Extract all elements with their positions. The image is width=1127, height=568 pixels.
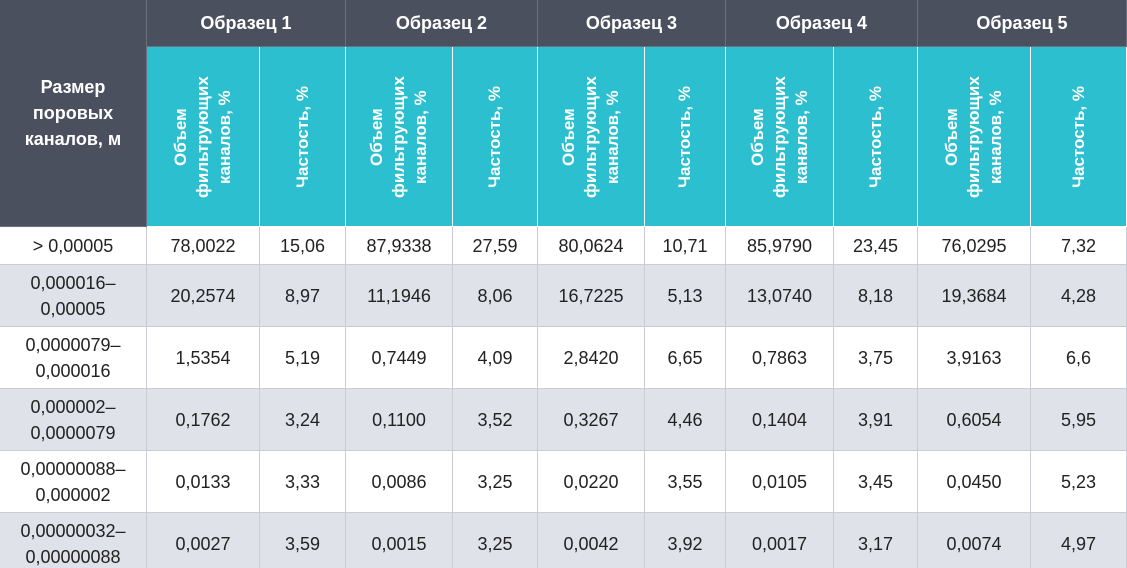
column-header-text: Объем фильтрующих каналов, % — [367, 75, 430, 198]
table-cell: 0,0133 — [147, 451, 260, 513]
column-header-text: Объем фильтрующих каналов, % — [559, 75, 622, 198]
row-label: 0,0000079–0,000016 — [0, 327, 147, 389]
column-header: Частость, % — [1031, 47, 1127, 227]
table-cell: 2,8420 — [538, 327, 645, 389]
row-label: 0,00000088–0,000002 — [0, 451, 147, 513]
column-header-text: Частость, % — [292, 85, 312, 188]
table-cell: 0,3267 — [538, 389, 645, 451]
table-cell: 4,46 — [645, 389, 726, 451]
column-header: Объем фильтрующих каналов, % — [726, 47, 834, 227]
table-cell: 3,33 — [260, 451, 346, 513]
column-header-text: Частость, % — [675, 85, 694, 188]
table-cell: 3,17 — [834, 513, 918, 568]
table-cell: 27,59 — [453, 227, 538, 265]
table-cell: 0,1404 — [726, 389, 834, 451]
table-cell: 3,55 — [645, 451, 726, 513]
table-cell: 3,92 — [645, 513, 726, 568]
column-header: Частость, % — [260, 47, 346, 227]
table-cell: 3,59 — [260, 513, 346, 568]
table-cell: 0,0042 — [538, 513, 645, 568]
table-cell: 5,95 — [1031, 389, 1127, 451]
table-cell: 13,0740 — [726, 265, 834, 327]
table-cell: 10,71 — [645, 227, 726, 265]
table-cell: 0,1100 — [346, 389, 453, 451]
table-cell: 8,06 — [453, 265, 538, 327]
column-header: Объем фильтрующих каналов, % — [918, 47, 1031, 227]
table-cell: 0,0220 — [538, 451, 645, 513]
table-cell: 19,3684 — [918, 265, 1031, 327]
table-cell: 5,13 — [645, 265, 726, 327]
table-cell: 3,75 — [834, 327, 918, 389]
table-cell: 6,6 — [1031, 327, 1127, 389]
corner-header: Размер поровых каналов, м — [0, 0, 147, 227]
sample-header: Образец 4 — [726, 0, 918, 47]
table-cell: 11,1946 — [346, 265, 453, 327]
table-cell: 3,25 — [453, 513, 538, 568]
table-cell: 85,9790 — [726, 227, 834, 265]
column-header: Частость, % — [453, 47, 538, 227]
column-header-text: Частость, % — [1068, 85, 1088, 188]
table-cell: 1,5354 — [147, 327, 260, 389]
table-cell: 23,45 — [834, 227, 918, 265]
table-cell: 3,25 — [453, 451, 538, 513]
table-cell: 3,45 — [834, 451, 918, 513]
table-cell: 7,32 — [1031, 227, 1127, 265]
row-label: 0,000016–0,00005 — [0, 265, 147, 327]
table-cell: 15,06 — [260, 227, 346, 265]
table-cell: 20,2574 — [147, 265, 260, 327]
row-label: 0,000002–0,0000079 — [0, 389, 147, 451]
table-cell: 3,9163 — [918, 327, 1031, 389]
column-header-text: Объем фильтрующих каналов, % — [171, 75, 234, 198]
table-cell: 76,0295 — [918, 227, 1031, 265]
table-cell: 4,97 — [1031, 513, 1127, 568]
table-cell: 3,52 — [453, 389, 538, 451]
column-header-text: Частость, % — [485, 85, 504, 188]
column-header-text: Частость, % — [865, 85, 885, 188]
table-cell: 4,28 — [1031, 265, 1127, 327]
table-cell: 0,0450 — [918, 451, 1031, 513]
column-header-text: Объем фильтрующих каналов, % — [942, 75, 1005, 198]
table-cell: 5,19 — [260, 327, 346, 389]
table-cell: 0,6054 — [918, 389, 1031, 451]
column-header: Частость, % — [645, 47, 726, 227]
table-cell: 0,0074 — [918, 513, 1031, 568]
table-cell: 8,18 — [834, 265, 918, 327]
table-cell: 87,9338 — [346, 227, 453, 265]
sample-header: Образец 5 — [918, 0, 1127, 47]
sample-header: Образец 2 — [346, 0, 538, 47]
table-cell: 3,91 — [834, 389, 918, 451]
table-cell: 78,0022 — [147, 227, 260, 265]
column-header: Объем фильтрующих каналов, % — [147, 47, 260, 227]
table-cell: 0,1762 — [147, 389, 260, 451]
table-cell: 0,0086 — [346, 451, 453, 513]
column-header: Объем фильтрующих каналов, % — [538, 47, 645, 227]
table-cell: 4,09 — [453, 327, 538, 389]
column-header-text: Объем фильтрующих каналов, % — [747, 75, 811, 198]
sample-header: Образец 1 — [147, 0, 346, 47]
table-cell: 5,23 — [1031, 451, 1127, 513]
table-cell: 3,24 — [260, 389, 346, 451]
row-label: 0,00000032–0,00000088 — [0, 513, 147, 568]
table-cell: 0,0027 — [147, 513, 260, 568]
table-cell: 80,0624 — [538, 227, 645, 265]
row-label: > 0,00005 — [0, 227, 147, 265]
table-cell: 0,0015 — [346, 513, 453, 568]
table-cell: 8,97 — [260, 265, 346, 327]
column-header: Частость, % — [834, 47, 918, 227]
table-cell: 0,7449 — [346, 327, 453, 389]
sample-header: Образец 3 — [538, 0, 726, 47]
table-cell: 0,0017 — [726, 513, 834, 568]
column-header: Объем фильтрующих каналов, % — [346, 47, 453, 227]
table-cell: 0,0105 — [726, 451, 834, 513]
table-cell: 0,7863 — [726, 327, 834, 389]
table-cell: 16,7225 — [538, 265, 645, 327]
table-cell: 6,65 — [645, 327, 726, 389]
